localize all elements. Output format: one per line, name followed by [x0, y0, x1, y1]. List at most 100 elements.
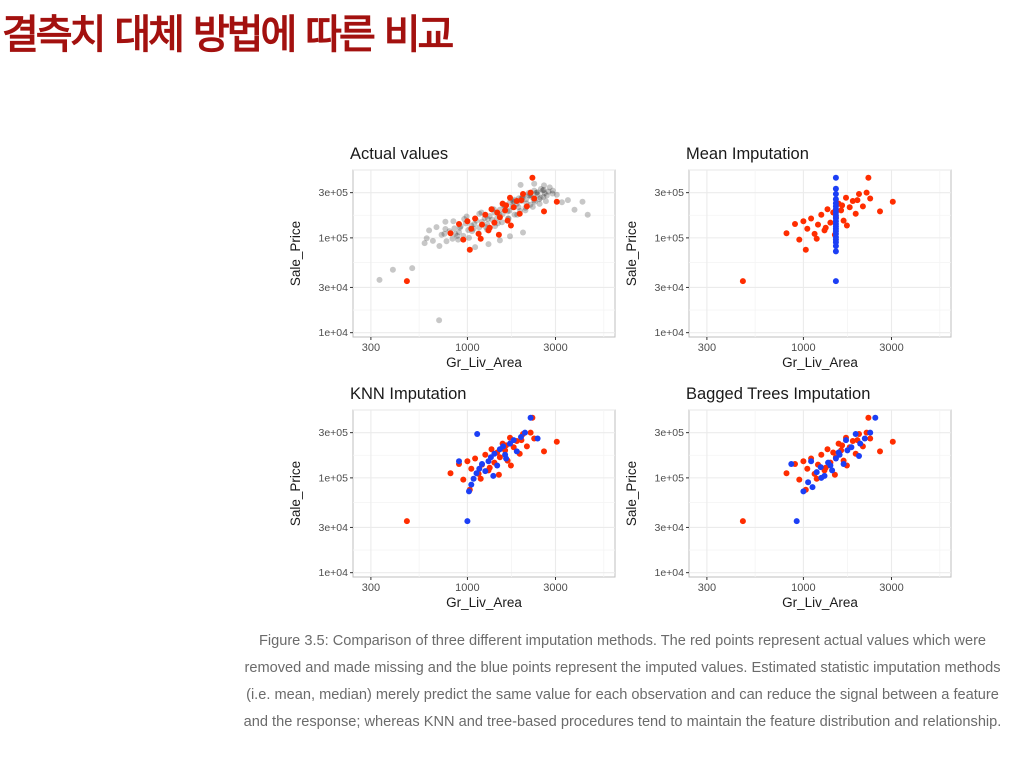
data-point: [485, 241, 492, 248]
data-point: [824, 446, 831, 453]
data-point: [527, 429, 534, 436]
data-point: [454, 232, 461, 239]
data-point: [531, 195, 538, 202]
data-point: [441, 230, 448, 237]
data-point: [829, 467, 836, 474]
data-point: [852, 431, 859, 437]
data-point: [456, 229, 462, 236]
data-point: [523, 196, 530, 203]
data-point: [546, 184, 553, 191]
data-point: [496, 214, 503, 221]
data-point: [495, 231, 502, 238]
data-point: [468, 481, 475, 488]
data-point: [545, 188, 552, 195]
data-point: [443, 238, 450, 245]
data-point: [542, 198, 549, 205]
data-point: [846, 204, 853, 211]
y-tick-label: 1e+05: [655, 232, 685, 244]
data-point: [472, 455, 479, 462]
y-tick-label: 1e+05: [319, 232, 349, 244]
x-tick-label: 3000: [879, 582, 903, 594]
data-point: [838, 207, 845, 214]
y-tick-label: 3e+04: [319, 522, 349, 534]
data-point: [376, 276, 383, 283]
data-point: [451, 225, 458, 232]
data-point: [482, 211, 489, 218]
data-point: [476, 210, 483, 217]
data-point: [464, 458, 471, 465]
data-point: [537, 194, 544, 201]
data-point: [549, 187, 556, 194]
data-point: [449, 235, 456, 242]
x-tick-label: 3000: [879, 342, 903, 354]
data-point: [472, 215, 479, 222]
data-point: [796, 476, 803, 483]
data-point: [482, 451, 489, 458]
data-point: [513, 198, 520, 204]
data-point: [474, 431, 481, 437]
data-point: [466, 488, 472, 495]
chart-title: Bagged Trees Imputation: [686, 385, 870, 403]
data-point: [827, 219, 834, 226]
data-point: [475, 230, 482, 237]
data-point: [584, 211, 591, 218]
data-point: [804, 225, 811, 232]
data-point: [527, 189, 534, 196]
data-point: [843, 194, 849, 201]
data-point: [815, 221, 821, 228]
data-point: [811, 230, 818, 237]
data-point: [490, 472, 497, 479]
data-point: [827, 462, 834, 469]
data-point: [455, 236, 462, 243]
data-point: [389, 266, 396, 273]
data-point: [889, 438, 896, 445]
data-point: [510, 437, 517, 444]
data-point: [839, 442, 846, 449]
data-point: [502, 451, 509, 458]
data-point: [520, 229, 526, 236]
data-point: [536, 196, 543, 203]
data-point: [800, 458, 807, 465]
data-point: [857, 440, 864, 447]
y-axis-label: Sale_Price: [624, 461, 639, 526]
data-point: [840, 217, 847, 224]
y-axis-label: Sale_Price: [288, 221, 303, 286]
data-point: [423, 235, 430, 242]
x-tick-label: 1000: [791, 342, 815, 354]
data-point: [818, 451, 825, 458]
data-point: [447, 230, 454, 237]
data-point: [450, 218, 457, 225]
y-tick-label: 1e+04: [655, 567, 685, 579]
data-point: [476, 465, 483, 472]
data-point: [442, 218, 449, 225]
data-point: [534, 435, 541, 442]
data-point: [486, 224, 493, 231]
data-point: [832, 191, 839, 197]
data-point: [800, 488, 807, 495]
data-point: [491, 450, 498, 457]
data-point: [482, 468, 489, 475]
data-point: [843, 222, 850, 229]
data-point: [520, 191, 526, 197]
chart-panel: 300 1000 3000 1e+04 3e+04 1e+05 3e+05 KNN Imput…: [288, 385, 616, 610]
data-point: [540, 186, 547, 193]
figure-caption: Figure 3.5: Comparison of three differen…: [243, 633, 1002, 730]
y-tick-label: 3e+05: [655, 187, 685, 199]
y-tick-label: 3e+05: [655, 427, 685, 439]
x-tick-label: 300: [698, 582, 716, 594]
data-point: [839, 202, 846, 209]
y-axis-label: Sale_Price: [288, 461, 303, 526]
data-point: [541, 182, 547, 189]
data-point: [503, 202, 510, 209]
data-point: [507, 194, 513, 201]
data-point: [442, 226, 449, 232]
data-point: [429, 237, 436, 244]
chart-panel: 300 1000 3000 1e+04 3e+04 1e+05 3e+05 Bagged Tr…: [624, 385, 952, 610]
data-point: [792, 221, 798, 227]
data-point: [471, 221, 478, 227]
data-point: [804, 465, 811, 472]
data-point: [466, 246, 473, 253]
data-point: [549, 190, 556, 197]
data-point: [832, 248, 839, 255]
data-point: [867, 435, 874, 442]
